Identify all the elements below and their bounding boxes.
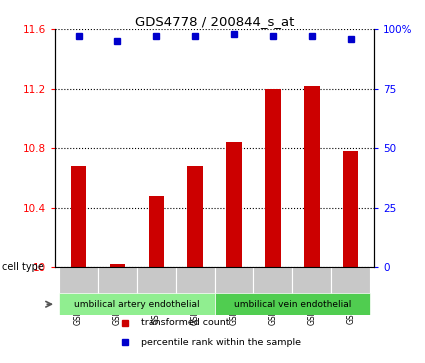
Text: cell type: cell type [2, 262, 44, 272]
Bar [110, 264, 125, 267]
Bar [176, 267, 215, 315]
Bar [149, 196, 164, 267]
Bar [226, 142, 242, 267]
Bar [59, 293, 215, 315]
Text: umbilical vein endothelial: umbilical vein endothelial [234, 300, 351, 309]
Bar [343, 151, 358, 267]
Bar [137, 267, 176, 315]
Bar [292, 267, 331, 315]
Bar [98, 267, 137, 315]
Bar [331, 267, 370, 315]
Bar [215, 293, 370, 315]
Bar [253, 267, 292, 315]
Bar [265, 89, 280, 267]
Text: percentile rank within the sample: percentile rank within the sample [141, 338, 301, 347]
Bar [304, 86, 320, 267]
Bar [187, 166, 203, 267]
Bar [215, 267, 253, 315]
Bar [59, 267, 98, 315]
Title: GDS4778 / 200844_s_at: GDS4778 / 200844_s_at [135, 15, 294, 28]
Text: transformed count: transformed count [141, 318, 230, 327]
Text: umbilical artery endothelial: umbilical artery endothelial [74, 300, 200, 309]
Bar [71, 166, 86, 267]
